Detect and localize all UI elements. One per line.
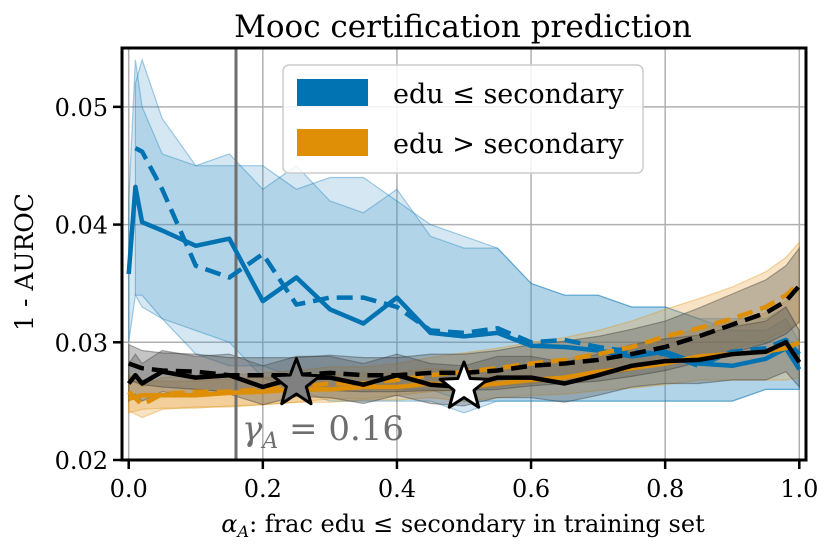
legend-swatch-edu-gt-secondary bbox=[297, 129, 368, 156]
x-axis-label-symbol: α bbox=[221, 510, 237, 538]
x-tick-label: 0.0 bbox=[110, 475, 148, 503]
gamma-subscript: A bbox=[260, 429, 278, 454]
x-tick-label: 0.4 bbox=[378, 475, 416, 503]
y-tick-label: 0.05 bbox=[55, 94, 108, 122]
x-axis-label-subscript: A bbox=[236, 522, 250, 541]
y-axis-label: 1 - AUROC bbox=[10, 193, 39, 331]
legend: edu ≤ secondary edu > secondary bbox=[282, 64, 644, 174]
gamma-symbol: γ bbox=[242, 409, 263, 449]
line-blue-solid bbox=[126, 184, 802, 371]
chart-title: Mooc certification prediction bbox=[234, 9, 692, 45]
optimal-star-gray bbox=[271, 357, 322, 406]
x-axis-label: αA: frac edu ≤ secondary in training set bbox=[221, 510, 705, 541]
legend-label-edu-gt-secondary: edu > secondary bbox=[393, 129, 624, 160]
x-tick-label: 0.8 bbox=[646, 475, 684, 503]
axis-ticks: 0.0 0.2 0.4 0.6 0.8 1.0 0.02 0.03 0.04 0.05 bbox=[55, 94, 819, 503]
star-markers bbox=[271, 357, 490, 409]
x-tick-label: 0.2 bbox=[244, 475, 282, 503]
x-axis-label-text: : frac edu ≤ secondary in training set bbox=[249, 510, 705, 538]
legend-swatch-edu-le-secondary bbox=[297, 79, 368, 106]
legend-box bbox=[282, 64, 644, 174]
optimal-star-white bbox=[438, 360, 490, 409]
y-tick-label: 0.03 bbox=[55, 329, 108, 357]
x-tick-label: 0.6 bbox=[512, 475, 550, 503]
y-tick-label: 0.04 bbox=[55, 212, 108, 240]
plot-frame bbox=[120, 46, 808, 462]
line-blue-dashed bbox=[134, 146, 801, 369]
gamma-value: = 0.16 bbox=[278, 409, 404, 449]
gamma-label: γA = 0.16 bbox=[242, 409, 404, 454]
y-tick-label: 0.02 bbox=[55, 447, 108, 475]
x-tick-label: 1.0 bbox=[780, 475, 818, 503]
legend-label-edu-le-secondary: edu ≤ secondary bbox=[393, 79, 624, 110]
